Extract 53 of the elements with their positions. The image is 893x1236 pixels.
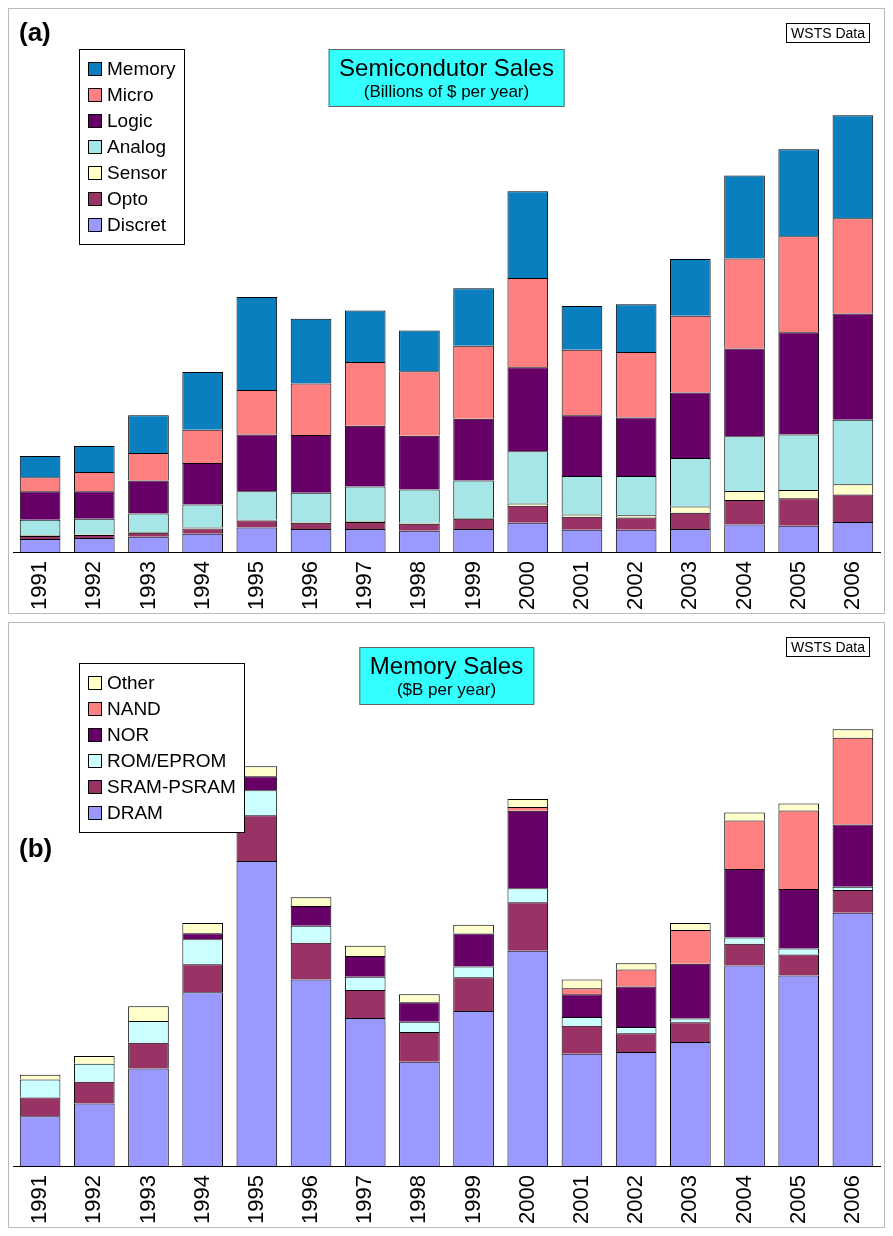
x-tick-label: 2001 [568,1175,594,1225]
chart-subtitle: ($B per year) [395,680,498,700]
x-tick-label: 2006 [838,1175,864,1225]
legend-label: DRAM [107,801,163,825]
legend-label: Other [107,671,155,695]
x-tick-label: 2003 [676,561,702,611]
legend-label: SRAM-PSRAM [107,775,236,799]
legend-label: Discret [107,213,167,237]
x-tick-label: 2000 [513,561,539,611]
legend-label: NOR [107,723,150,747]
chart-title: Semicondutor Sales [339,54,554,82]
chart-subtitle: (Billions of $ per year) [362,82,531,102]
text: WSTS Data [786,23,870,43]
x-tick-label: 2004 [730,561,756,611]
x-tick-label: 1991 [26,1175,52,1225]
x-tick-label: 1995 [242,561,268,611]
x-tick-label: 2002 [622,1175,648,1225]
legend-label: Logic [107,109,153,133]
x-tick-label: 1997 [351,1175,377,1225]
legend-label: Analog [107,135,167,159]
x-tick-label: 1999 [459,561,485,611]
legend-label: NAND [107,697,161,721]
x-tick-label: 1993 [134,561,160,611]
x-tick-label: 1998 [405,1175,431,1225]
x-tick-label: 1992 [80,561,106,611]
x-tick-label: 2004 [730,1175,756,1225]
x-tick-label: 1992 [80,1175,106,1225]
legend-label: Memory [107,57,176,81]
x-tick-label: 1995 [242,1175,268,1225]
x-tick-label: 2005 [784,561,810,611]
x-tick-label: 1993 [134,1175,160,1225]
x-tick-label: 1994 [188,561,214,611]
x-tick-label: 2002 [622,561,648,611]
text: (a) [19,17,51,48]
x-tick-label: 1997 [351,561,377,611]
x-tick-label: 2000 [513,1175,539,1225]
x-tick-label: 1999 [459,1175,485,1225]
legend-label: Opto [107,187,149,211]
legend-label: Micro [107,83,154,107]
x-tick-label: 1994 [188,1175,214,1225]
legend-label: ROM/EPROM [107,749,227,773]
x-tick-label: 1996 [297,561,323,611]
x-tick-label: 1996 [297,1175,323,1225]
text: WSTS Data [786,637,870,657]
x-tick-label: 2001 [568,561,594,611]
x-tick-label: 1991 [26,561,52,611]
x-tick-label: 2003 [676,1175,702,1225]
x-tick-label: 1998 [405,561,431,611]
annotation: (b) [19,833,53,864]
x-tick-label: 2005 [784,1175,810,1225]
chart-title: Memory Sales [369,652,524,680]
legend-label: Sensor [107,161,168,185]
x-tick-label: 2006 [838,561,864,611]
